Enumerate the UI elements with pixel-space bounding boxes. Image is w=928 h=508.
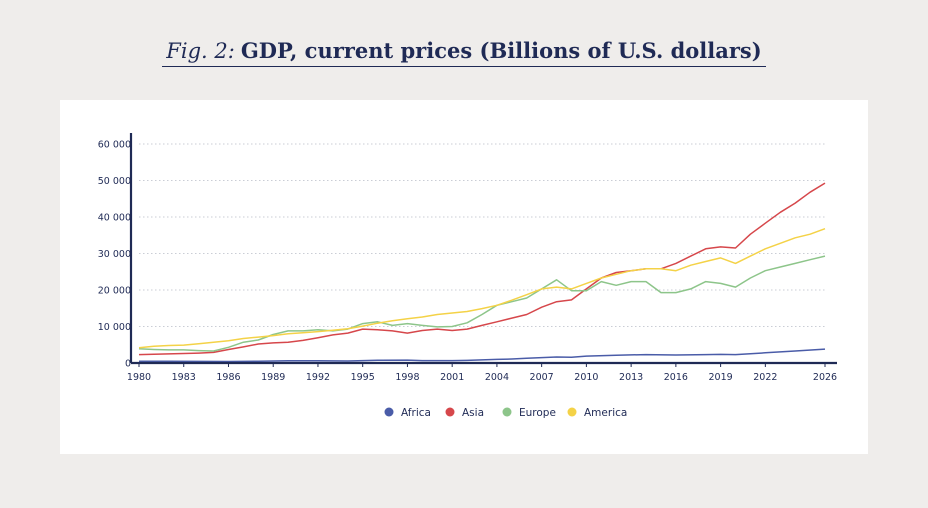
- title-underline: Fig. 2: GDP, current prices (Billions of …: [162, 38, 766, 67]
- y-tick-label: 40 000: [98, 213, 131, 224]
- y-tick-label: 60 000: [98, 140, 131, 151]
- series-line-america: [138, 227, 826, 349]
- x-tick-label: 2022: [753, 372, 777, 383]
- series-line-africa: [139, 348, 826, 363]
- legend-marker-america: [567, 407, 577, 417]
- chart-card: 0 10 000 20 000 30 000 40 000 50 000 60 000 19…: [60, 100, 868, 454]
- figure-title: GDP, current prices (Billions of U.S. do…: [240, 38, 762, 63]
- gdp-line-chart: 0 10 000 20 000 30 000 40 000 50 000 60 000 19…: [98, 133, 837, 419]
- chart-title: Fig. 2: GDP, current prices (Billions of …: [0, 38, 928, 67]
- series-line-europe: [138, 255, 826, 352]
- figure-label: Fig. 2:: [166, 39, 235, 63]
- x-tick-label: 2004: [485, 372, 509, 383]
- x-tick-label: 2013: [619, 372, 643, 383]
- y-axis-ticks: 0 10 000 20 000 30 000 40 000 50 000 60 000: [98, 140, 131, 370]
- x-tick-label: 2026: [813, 372, 837, 383]
- x-tick-label: 2001: [440, 372, 464, 383]
- x-tick-label: 1989: [261, 372, 285, 383]
- y-tick-label: 30 000: [98, 249, 131, 260]
- legend-label-africa: Africa: [401, 407, 431, 419]
- series-line-asia: [138, 182, 826, 356]
- x-tick-label: 2019: [709, 372, 733, 383]
- legend-marker-africa: [384, 407, 394, 417]
- x-tick-label: 1983: [172, 372, 196, 383]
- y-tick-label: 50 000: [98, 176, 131, 187]
- legend-label-europe: Europe: [519, 407, 556, 419]
- y-tick-label: 0: [125, 359, 131, 370]
- legend: Africa Asia Europe America: [384, 407, 627, 419]
- x-tick-label: 2010: [574, 372, 598, 383]
- x-tick-label: 1980: [127, 372, 151, 383]
- legend-marker-europe: [502, 407, 512, 417]
- legend-label-america: America: [584, 407, 627, 419]
- x-tick-label: 2016: [664, 372, 688, 383]
- x-tick-label: 1995: [351, 372, 375, 383]
- x-tick-label: 1992: [306, 372, 330, 383]
- legend-marker-asia: [445, 407, 455, 417]
- x-axis-ticks: 1980 1983 1986 1989 1992 1995 1998 2001 2004 2007…: [127, 363, 837, 383]
- axes: [129, 133, 837, 365]
- series-lines: [138, 182, 826, 363]
- x-tick-label: 1986: [216, 372, 240, 383]
- x-tick-label: 1998: [395, 372, 419, 383]
- x-tick-label: 2007: [530, 372, 554, 383]
- y-tick-label: 10 000: [98, 322, 131, 333]
- grid-lines: [139, 143, 825, 327]
- legend-label-asia: Asia: [462, 407, 484, 419]
- y-tick-label: 20 000: [98, 286, 131, 297]
